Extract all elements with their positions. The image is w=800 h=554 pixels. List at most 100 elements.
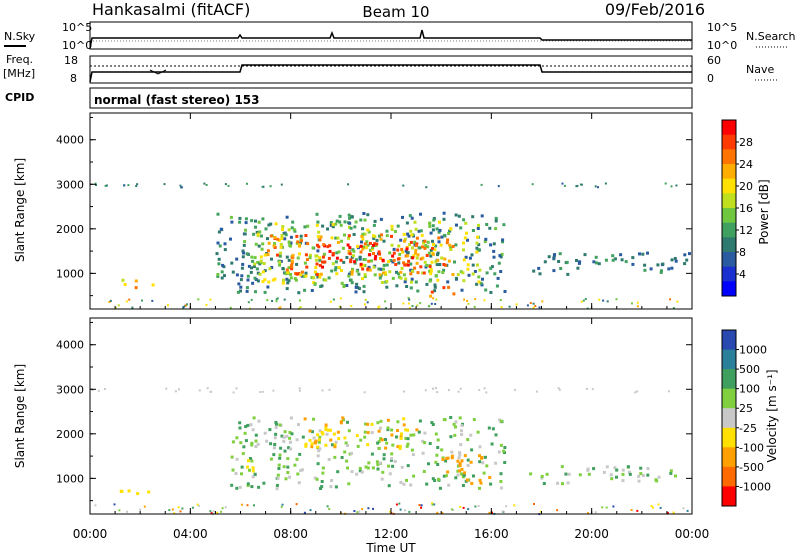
data-cell-ground-0 [416, 304, 419, 307]
data-cell-0-2 [402, 261, 406, 265]
data-cell-0-0 [442, 211, 446, 215]
data-cell-0-1 [388, 251, 392, 255]
data-cell-0-0 [494, 219, 498, 223]
data-cell-0-0 [495, 284, 499, 288]
data-cell-1-0 [461, 475, 465, 479]
data-cell-ground-0 [247, 301, 250, 304]
data-cell-ground-1 [221, 507, 224, 510]
data-cell-0-0 [246, 278, 250, 282]
data-cell-0-1 [302, 274, 306, 278]
data-cell-sparse-0 [105, 184, 108, 187]
data-cell-ground-1 [587, 512, 589, 515]
data-cell-0-0 [382, 263, 386, 267]
data-cell-0-2 [380, 233, 383, 237]
data-cell-1-0 [250, 485, 254, 489]
data-cell-1-0 [458, 416, 462, 420]
data-cell-ground-0 [631, 302, 633, 305]
data-cell-1-0 [386, 426, 390, 430]
data-cell-0-0 [501, 238, 505, 242]
data-cell-0-0 [401, 215, 404, 219]
data-cell-0-5 [638, 252, 641, 256]
data-cell-0-0 [239, 289, 242, 293]
data-cell-1-4 [669, 471, 673, 475]
data-cell-0-1 [390, 243, 394, 247]
data-cell-0-3 [406, 263, 410, 267]
data-cell-0-1 [475, 250, 479, 254]
data-cell-1-0 [472, 418, 476, 421]
data-cell-0-1 [284, 272, 288, 276]
data-cell-1-4 [542, 482, 546, 485]
data-cell-ground-0 [114, 306, 117, 309]
data-cell-0-2 [444, 263, 448, 267]
velocity-colorbar-swatch-7 [722, 466, 736, 487]
data-cell-0-1 [279, 242, 283, 246]
data-cell-1-0 [321, 466, 325, 470]
data-cell-0-3 [381, 258, 385, 262]
data-cell-0-5 [566, 272, 570, 276]
data-cell-1-2 [463, 454, 467, 458]
data-cell-0-0 [429, 248, 433, 252]
data-cell-0-0 [357, 272, 361, 276]
data-cell-0-0 [424, 244, 428, 247]
velocity-ylabel: Slant Range [km] [13, 364, 27, 468]
data-cell-1-0 [249, 423, 253, 427]
data-cell-0-3 [321, 265, 324, 269]
data-cell-1-0 [282, 439, 286, 443]
data-cell-ground-1 [433, 503, 436, 506]
data-cell-0-3 [396, 257, 400, 261]
data-cell-0-5 [641, 252, 645, 256]
data-cell-1-0 [364, 465, 368, 469]
data-cell-0-1 [409, 280, 413, 284]
data-cell-0-0 [502, 223, 506, 227]
data-cell-sparse-1 [424, 389, 427, 392]
data-cell-sparse-1 [585, 387, 588, 390]
data-cell-1-0 [289, 416, 293, 420]
data-cell-1-1 [304, 444, 308, 448]
data-cell-0-0 [433, 283, 437, 287]
data-cell-sparse-1 [535, 390, 538, 393]
data-cell-1-1 [320, 430, 324, 434]
data-cell-ground-1 [467, 508, 470, 511]
data-cell-0-0 [299, 234, 303, 238]
data-cell-0-2 [368, 241, 372, 245]
data-cell-0-3 [423, 246, 427, 250]
data-cell-1-0 [482, 471, 486, 475]
data-cell-1-0 [334, 485, 338, 489]
data-cell-1-0 [381, 470, 385, 474]
data-cell-1-0 [275, 422, 278, 426]
data-cell-ground-0 [279, 306, 282, 309]
data-cell-1-0 [347, 429, 351, 433]
data-cell-0-0 [246, 274, 250, 278]
data-cell-0-0 [239, 278, 243, 282]
data-cell-0-1 [293, 277, 297, 281]
data-cell-1-0 [235, 436, 239, 440]
data-cell-1-1 [402, 417, 406, 421]
data-cell-0-2 [399, 270, 403, 274]
data-cell-0-1 [391, 276, 395, 280]
data-cell-0-2 [336, 240, 340, 244]
data-cell-0-3 [323, 260, 327, 264]
data-cell-sparse-1 [174, 390, 177, 393]
data-cell-0-1 [462, 241, 465, 245]
data-cell-0-0 [358, 255, 362, 259]
data-cell-ground-1 [179, 510, 182, 513]
data-cell-0-5 [670, 266, 674, 270]
data-cell-0-1 [278, 260, 282, 264]
data-cell-0-0 [485, 271, 489, 275]
data-cell-0-1 [280, 234, 284, 237]
data-cell-0-5 [604, 258, 608, 262]
data-cell-0-0 [327, 276, 331, 280]
noise-right-tick-bottom: 10^0 [707, 39, 737, 52]
data-cell-ground-0 [378, 305, 381, 308]
data-cell-0-2 [306, 242, 310, 246]
data-cell-1-2 [446, 470, 450, 474]
data-cell-0-1 [459, 270, 463, 274]
data-cell-0-2 [305, 265, 309, 269]
data-cell-1-0 [316, 462, 320, 466]
data-cell-0-0 [315, 212, 319, 216]
data-cell-0-1 [268, 267, 272, 271]
data-cell-ground-1 [477, 505, 480, 507]
x-axis-title: Time UT [365, 541, 416, 554]
data-cell-1-0 [240, 465, 244, 469]
data-cell-1-0 [313, 476, 317, 480]
